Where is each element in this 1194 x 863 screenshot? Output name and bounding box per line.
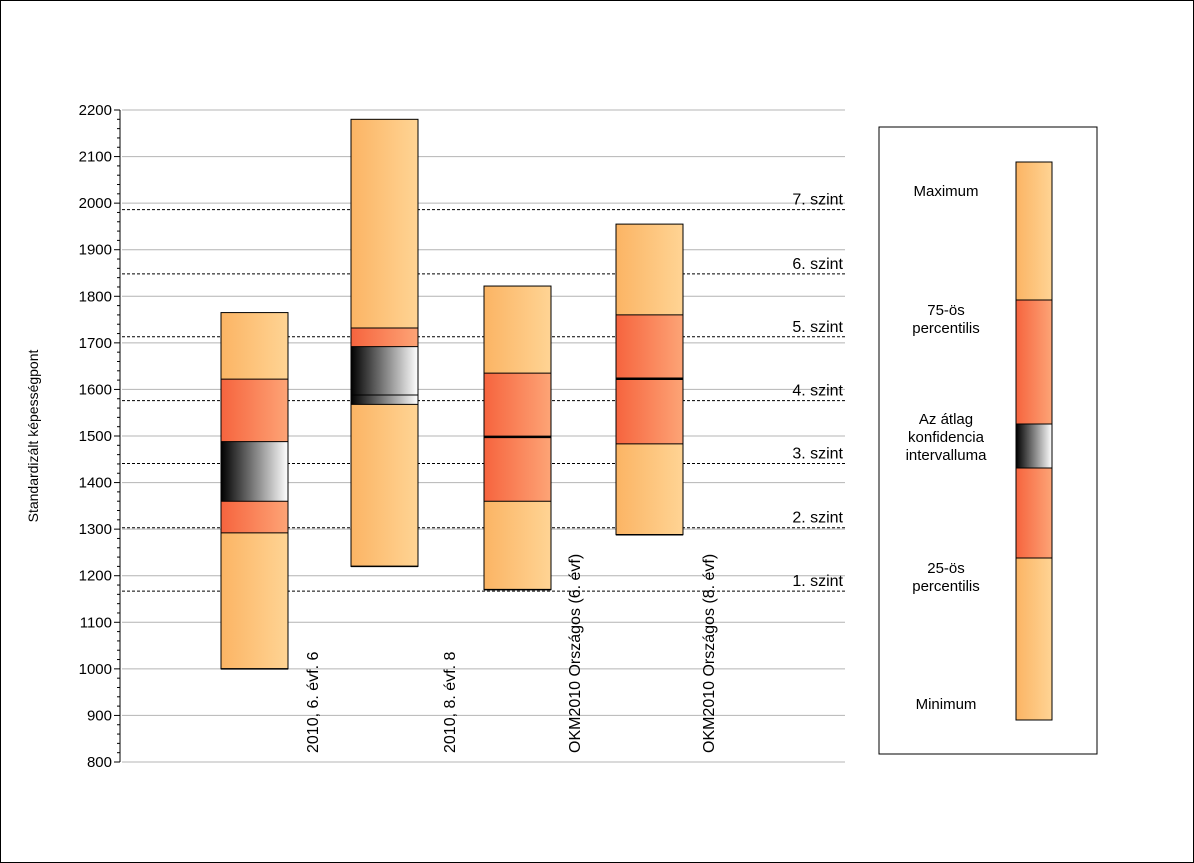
legend-label-ci: konfidencia [908,429,985,446]
y-axis-title: Standardizált képességpont [25,350,41,523]
legend-label-ci: intervalluma [906,447,988,464]
box-lower-whisker [221,532,288,669]
category-label: 2010, 8. évf. 8 [442,651,459,753]
y-tick-label: 1800 [79,288,112,305]
y-tick-label: 1100 [80,614,112,631]
y-tick-label: 1000 [79,661,112,678]
legend-lower-iqr [1016,468,1052,558]
box-upper-whisker [221,312,288,380]
legend-label-ci: Az átlag [919,411,973,428]
y-tick-label: 2100 [79,149,112,166]
level-label: 2. szint [792,510,843,527]
y-tick-label: 800 [87,754,112,771]
y-tick-label: 900 [87,707,112,724]
category-label: 2010, 6. évf. 6 [305,651,322,753]
legend-upper-whisker [1016,162,1052,300]
level-label: 7. szint [792,192,843,209]
box-upper-whisker [484,286,551,374]
legend-label-p25: 25-ös [927,560,965,577]
category-label: OKM2010 Országos (6. évf) [567,554,584,753]
legend-upper-iqr [1016,300,1052,424]
legend-label-p75: percentilis [912,320,980,337]
box-upper-whisker [616,224,683,315]
level-label: 6. szint [792,256,843,273]
legend-confidence-interval [1016,424,1052,468]
y-tick-label: 1400 [79,475,112,492]
box-lower-whisker [484,501,551,590]
legend-box [878,126,1098,755]
category-label: OKM2010 Országos (8. évf) [701,554,718,753]
y-tick-label: 1900 [79,242,112,259]
legend-label-p25: percentilis [912,578,980,595]
y-tick-label: 2000 [79,195,112,212]
y-tick-label: 1300 [79,521,112,538]
box-confidence-interval [221,441,288,502]
level-label: 1. szint [792,573,843,590]
legend-lower-whisker [1016,558,1052,720]
boxes [220,118,684,670]
y-tick-label: 1200 [79,568,112,585]
level-label: 3. szint [792,445,843,462]
legend-label-minimum: Minimum [916,696,977,713]
y-tick-label: 1600 [79,381,112,398]
box-upper-whisker [351,119,418,328]
legend-label-p75: 75-ös [927,302,965,319]
y-tick-label: 2200 [79,102,112,119]
y-axis: 800 900 1000 1100 1200 1300 1400 1500 1600 1700 18… [79,102,121,771]
box-lower-whisker [616,443,683,535]
level-label: 5. szint [792,319,843,336]
category-labels: 2010, 6. évf. 6 2010, 8. évf. 8 OKM2010 Or… [305,554,718,753]
box-confidence-interval [351,346,418,405]
box-lower-whisker [351,395,418,567]
level-label: 4. szint [792,383,843,400]
legend-label-maximum: Maximum [913,183,978,200]
y-tick-label: 1700 [79,335,112,352]
legend-bar-outline [1015,161,1053,721]
y-tick-label: 1500 [79,428,112,445]
